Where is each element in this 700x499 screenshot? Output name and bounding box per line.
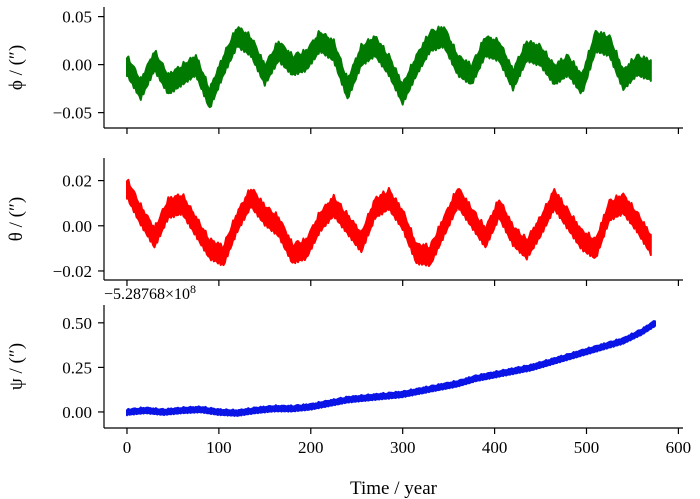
x-tick-label: 400 (482, 438, 508, 457)
offset-label: −5.28768×108 (104, 282, 196, 303)
y-tick-label: 0.25 (62, 358, 92, 377)
x-tick-label: 200 (298, 438, 324, 457)
y-tick-label: 0.02 (62, 172, 92, 191)
x-tick-label: 100 (206, 438, 232, 457)
y-tick-label: 0.00 (62, 56, 92, 75)
y-tick-label: 0.00 (62, 217, 92, 236)
x-tick-label: 500 (574, 438, 600, 457)
panel-3: 0.50 0.25 0.00 0 100 200 300 400 500 600 ψ / (″) −5… (6, 282, 691, 499)
y-tick-label: 0.00 (62, 403, 92, 422)
y-tick-label: −0.02 (53, 262, 92, 281)
x-tick-label: 0 (123, 438, 132, 457)
panel-2: 0.02 0.00 −0.02 θ / (″) (6, 158, 683, 286)
y-tick-label: 0.50 (62, 314, 92, 333)
y-axis-label: θ / (″) (6, 197, 27, 241)
series-phi (126, 25, 652, 109)
panel-1: 0.05 0.00 −0.05 ϕ / (″) (6, 7, 683, 134)
x-axis-label: Time / year (350, 478, 438, 499)
y-axis-label: ϕ / (″) (6, 45, 27, 90)
x-tick-label: 600 (666, 438, 692, 457)
series-theta (126, 178, 652, 268)
y-tick-label: −0.05 (53, 104, 92, 123)
y-tick-label: 0.05 (62, 8, 92, 27)
x-tick-label: 300 (390, 438, 416, 457)
y-axis-label: ψ / (″) (6, 343, 27, 390)
series-psi (126, 320, 656, 417)
